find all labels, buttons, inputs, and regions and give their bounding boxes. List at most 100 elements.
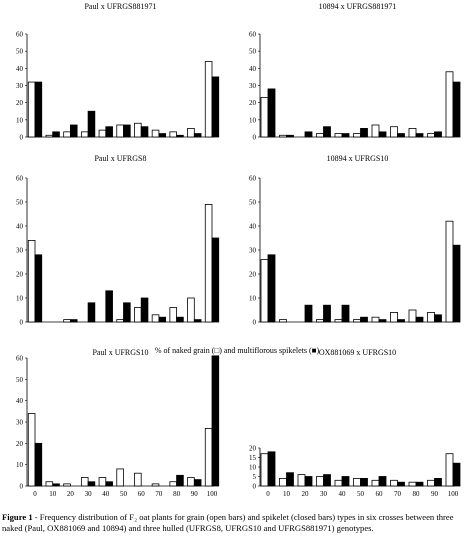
bar-open bbox=[116, 468, 124, 487]
bar-closed bbox=[360, 316, 368, 323]
bar-closed bbox=[434, 131, 442, 138]
bar-open bbox=[27, 413, 36, 487]
caption-label: Figure 1 bbox=[2, 512, 33, 522]
bar-closed bbox=[34, 254, 43, 323]
bar-closed bbox=[87, 302, 96, 323]
x-tick-label: 100 bbox=[207, 490, 218, 498]
bar-closed bbox=[434, 477, 442, 487]
bar-open bbox=[297, 474, 306, 487]
panel-title: 10894 x UFRGS10 bbox=[327, 154, 389, 163]
x-tick-label: 90 bbox=[431, 490, 439, 498]
y-tick-label: 10 bbox=[249, 116, 257, 124]
y-tick-label: 60 bbox=[16, 31, 24, 39]
y-tick-label: 60 bbox=[249, 175, 257, 183]
bar-closed bbox=[304, 304, 313, 323]
bar-open bbox=[279, 134, 287, 138]
bar-open bbox=[445, 453, 454, 487]
bar-closed bbox=[415, 316, 424, 323]
bar-open bbox=[445, 220, 454, 323]
bar-open bbox=[116, 124, 124, 138]
bar-closed bbox=[158, 316, 167, 323]
bar-open bbox=[45, 481, 54, 487]
bar-closed bbox=[211, 76, 220, 138]
bar-closed bbox=[434, 314, 442, 323]
x-tick-label: 70 bbox=[155, 490, 163, 498]
bar-open bbox=[371, 124, 380, 138]
bar-open bbox=[45, 134, 54, 138]
x-axis-label: % of naked grain (□) and multiflorous sp… bbox=[154, 346, 320, 355]
y-tick-label: 20 bbox=[16, 99, 24, 107]
bar-open bbox=[316, 476, 324, 487]
bar-closed bbox=[140, 297, 149, 323]
y-tick-label: 40 bbox=[16, 65, 24, 73]
bar-open bbox=[260, 259, 269, 323]
bar-open bbox=[80, 131, 89, 138]
bar-open bbox=[63, 131, 71, 138]
bar-open bbox=[151, 483, 160, 487]
y-tick-label: 0 bbox=[20, 483, 24, 491]
x-tick-label: 90 bbox=[191, 490, 199, 498]
y-tick-label: 60 bbox=[16, 175, 24, 183]
bar-closed bbox=[378, 476, 387, 487]
panel-title: OX881069 x UFRGS10 bbox=[319, 348, 396, 357]
x-tick-label: 40 bbox=[102, 490, 110, 498]
panel-title: Paul x UFRGS8 bbox=[94, 154, 146, 163]
chart-panel-1: Paul x UFRGS881971 0 10 20 30 40 50 60 bbox=[16, 2, 220, 142]
bar-closed bbox=[176, 474, 184, 487]
bar-open bbox=[316, 319, 324, 323]
bar-closed bbox=[70, 124, 78, 138]
x-tick-label: 30 bbox=[320, 490, 328, 498]
y-tick-label: 30 bbox=[16, 419, 24, 427]
bar-closed bbox=[87, 110, 96, 138]
y-tick-label: 10 bbox=[16, 116, 24, 124]
bar-closed bbox=[360, 477, 368, 487]
bar-closed bbox=[105, 126, 113, 138]
x-tick-label: 30 bbox=[85, 490, 93, 498]
bar-closed bbox=[452, 462, 461, 487]
bar-closed bbox=[176, 316, 184, 323]
y-tick-label: 20 bbox=[249, 99, 257, 107]
bar-closed bbox=[267, 88, 276, 138]
bar-closed bbox=[378, 131, 387, 138]
y-tick-label: 40 bbox=[249, 223, 257, 231]
bar-open bbox=[134, 307, 142, 323]
bar-closed bbox=[452, 81, 461, 138]
bar-open bbox=[279, 319, 287, 323]
bar-open bbox=[408, 128, 417, 138]
bar-open bbox=[334, 319, 343, 323]
bar-closed bbox=[323, 474, 331, 487]
bar-open bbox=[427, 311, 435, 323]
bar-closed bbox=[286, 472, 294, 487]
chart-panel-4: 10894 x UFRGS10 0 10 20 30 40 50 60 bbox=[249, 154, 461, 327]
bar-closed bbox=[304, 131, 313, 138]
bar-open bbox=[187, 297, 195, 323]
chart-panel-5: Paul x UFRGS10 0 10 20 30 40 50 60 0 10 20 30 40 50 60… bbox=[16, 348, 220, 498]
y-tick-label: 50 bbox=[16, 199, 24, 207]
bar-open bbox=[116, 319, 124, 323]
bar-open bbox=[151, 129, 160, 138]
bar-closed bbox=[193, 479, 202, 487]
y-tick-label: 20 bbox=[16, 271, 24, 279]
x-tick-label: 20 bbox=[302, 490, 310, 498]
bar-closed bbox=[341, 476, 350, 487]
y-tick-label: 50 bbox=[249, 48, 257, 56]
y-tick-label: 10 bbox=[249, 295, 257, 303]
bar-closed bbox=[267, 451, 276, 487]
bar-open bbox=[187, 128, 195, 138]
y-tick-label: 10 bbox=[249, 464, 257, 472]
x-tick-label: 50 bbox=[357, 490, 365, 498]
bar-open bbox=[334, 479, 343, 487]
bar-open bbox=[98, 477, 107, 487]
bar-closed bbox=[193, 319, 202, 323]
bar-closed bbox=[397, 133, 405, 138]
y-tick-label: 0 bbox=[253, 134, 257, 142]
bar-closed bbox=[70, 319, 78, 323]
bar-closed bbox=[286, 134, 294, 138]
bar-open bbox=[371, 479, 380, 487]
y-tick-label: 50 bbox=[16, 376, 24, 384]
y-tick-label: 50 bbox=[249, 199, 257, 207]
bar-closed bbox=[378, 319, 387, 323]
y-tick-label: 40 bbox=[16, 223, 24, 231]
